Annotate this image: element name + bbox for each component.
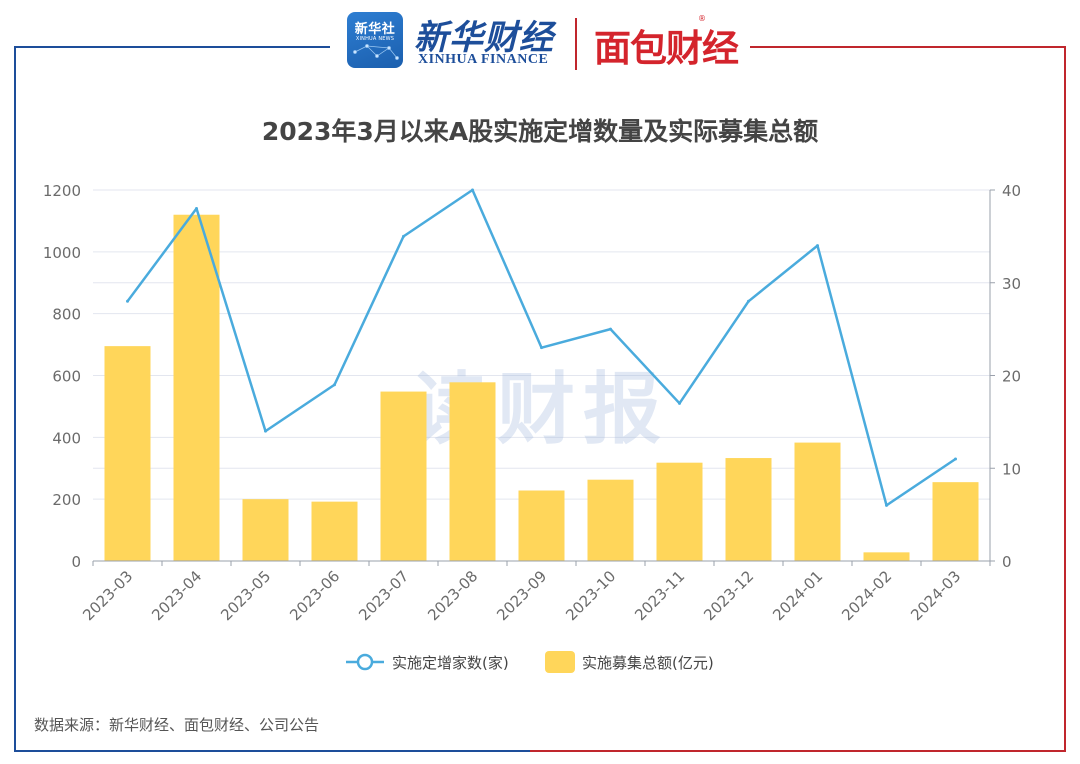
y-left-tick-label: 600 [52,368,81,386]
line-point-2023-08 [471,188,474,192]
bar-2023-07 [380,391,427,561]
bar-2023-03 [104,346,151,561]
frame-left-border [14,46,532,752]
mianbao-caijing-logo: 面包财经 [594,27,739,70]
line-point-2023-06 [333,383,336,387]
x-tick-label: 2024-01 [769,567,826,624]
line-point-2024-02 [885,503,888,507]
x-tick-label: 2024-02 [838,567,895,624]
bar-series [104,214,979,561]
line-point-2023-09 [540,346,543,350]
bar-2024-03 [932,482,979,561]
bar-2024-02 [863,552,910,561]
legend-circle-icon [356,653,374,671]
chart-title: 2023年3月以来A股实施定增数量及实际募集总额 [261,117,819,146]
data-source-note: 数据来源：新华财经、面包财经、公司公告 [34,716,320,734]
x-tick-label: 2023-06 [286,567,343,624]
xinhua-news-agency-logo: 新华社 XINHUA NEWS [347,12,403,68]
legend: 实施定增家数(家) 实施募集总额(亿元) [346,651,714,673]
x-tick-label: 2023-04 [148,567,205,624]
bar-2023-11 [656,462,703,561]
bar-2023-09 [518,490,565,561]
y-right-tick-label: 0 [1002,553,1012,571]
legend-label-bar: 实施募集总额(亿元) [582,654,714,672]
bar-2023-10 [587,479,634,561]
bar-2023-06 [311,501,358,561]
logo-separator [575,18,577,70]
registered-mark: ® [698,14,706,23]
bar-2023-08 [449,382,496,561]
frame-right-border [530,46,1066,752]
bar-2023-05 [242,499,289,561]
y-right-tick-label: 30 [1002,275,1021,293]
xinhua-badge-cn: 新华社 [354,22,396,37]
x-tick-label: 2023-10 [562,567,619,624]
line-series [126,188,957,507]
x-tick-label: 2023-03 [79,567,136,624]
y-left-tick-label: 1200 [43,182,81,200]
bar-2024-01 [794,442,841,561]
network-dots-icon [353,44,399,60]
line-point-2023-10 [609,327,612,331]
y-right-tick-label: 20 [1002,368,1021,386]
y-left-tick-label: 400 [52,429,81,447]
y-left-tick-label: 800 [52,306,81,324]
y-left-tick-label: 0 [71,553,81,571]
legend-label-line: 实施定增家数(家) [392,654,509,672]
line-point-2023-03 [126,299,129,303]
xinhua-finance-logo-cn: 新华财经 [414,18,554,58]
legend-bar-icon [545,651,575,673]
grid-lines [93,189,990,500]
line-point-2023-12 [747,299,750,303]
y-left-tick-label: 1000 [43,244,81,262]
x-tick-label: 2024-03 [907,567,964,624]
line-point-2023-05 [264,429,267,433]
xinhua-badge-en: XINHUA NEWS [355,36,395,42]
xinhua-finance-logo-en: XINHUA FINANCE [418,52,549,67]
x-tick-label: 2023-09 [493,567,550,624]
x-tick-label: 2023-08 [424,567,481,624]
bar-2023-12 [725,458,772,561]
bar-2023-04 [173,214,220,561]
line-point-2023-11 [678,401,681,405]
x-tick-label: 2023-05 [217,567,274,624]
line-point-2024-01 [816,244,819,248]
x-tick-label: 2023-12 [700,567,757,624]
y-right-tick-label: 10 [1002,460,1021,478]
line-point-2024-03 [954,457,957,461]
line-point-2023-04 [195,207,198,211]
x-tick-label: 2023-07 [355,567,412,624]
y-right-tick-label: 40 [1002,182,1021,200]
y-left-tick-label: 200 [52,491,81,509]
x-tick-label: 2023-11 [631,567,688,624]
line-point-2023-07 [402,234,405,238]
